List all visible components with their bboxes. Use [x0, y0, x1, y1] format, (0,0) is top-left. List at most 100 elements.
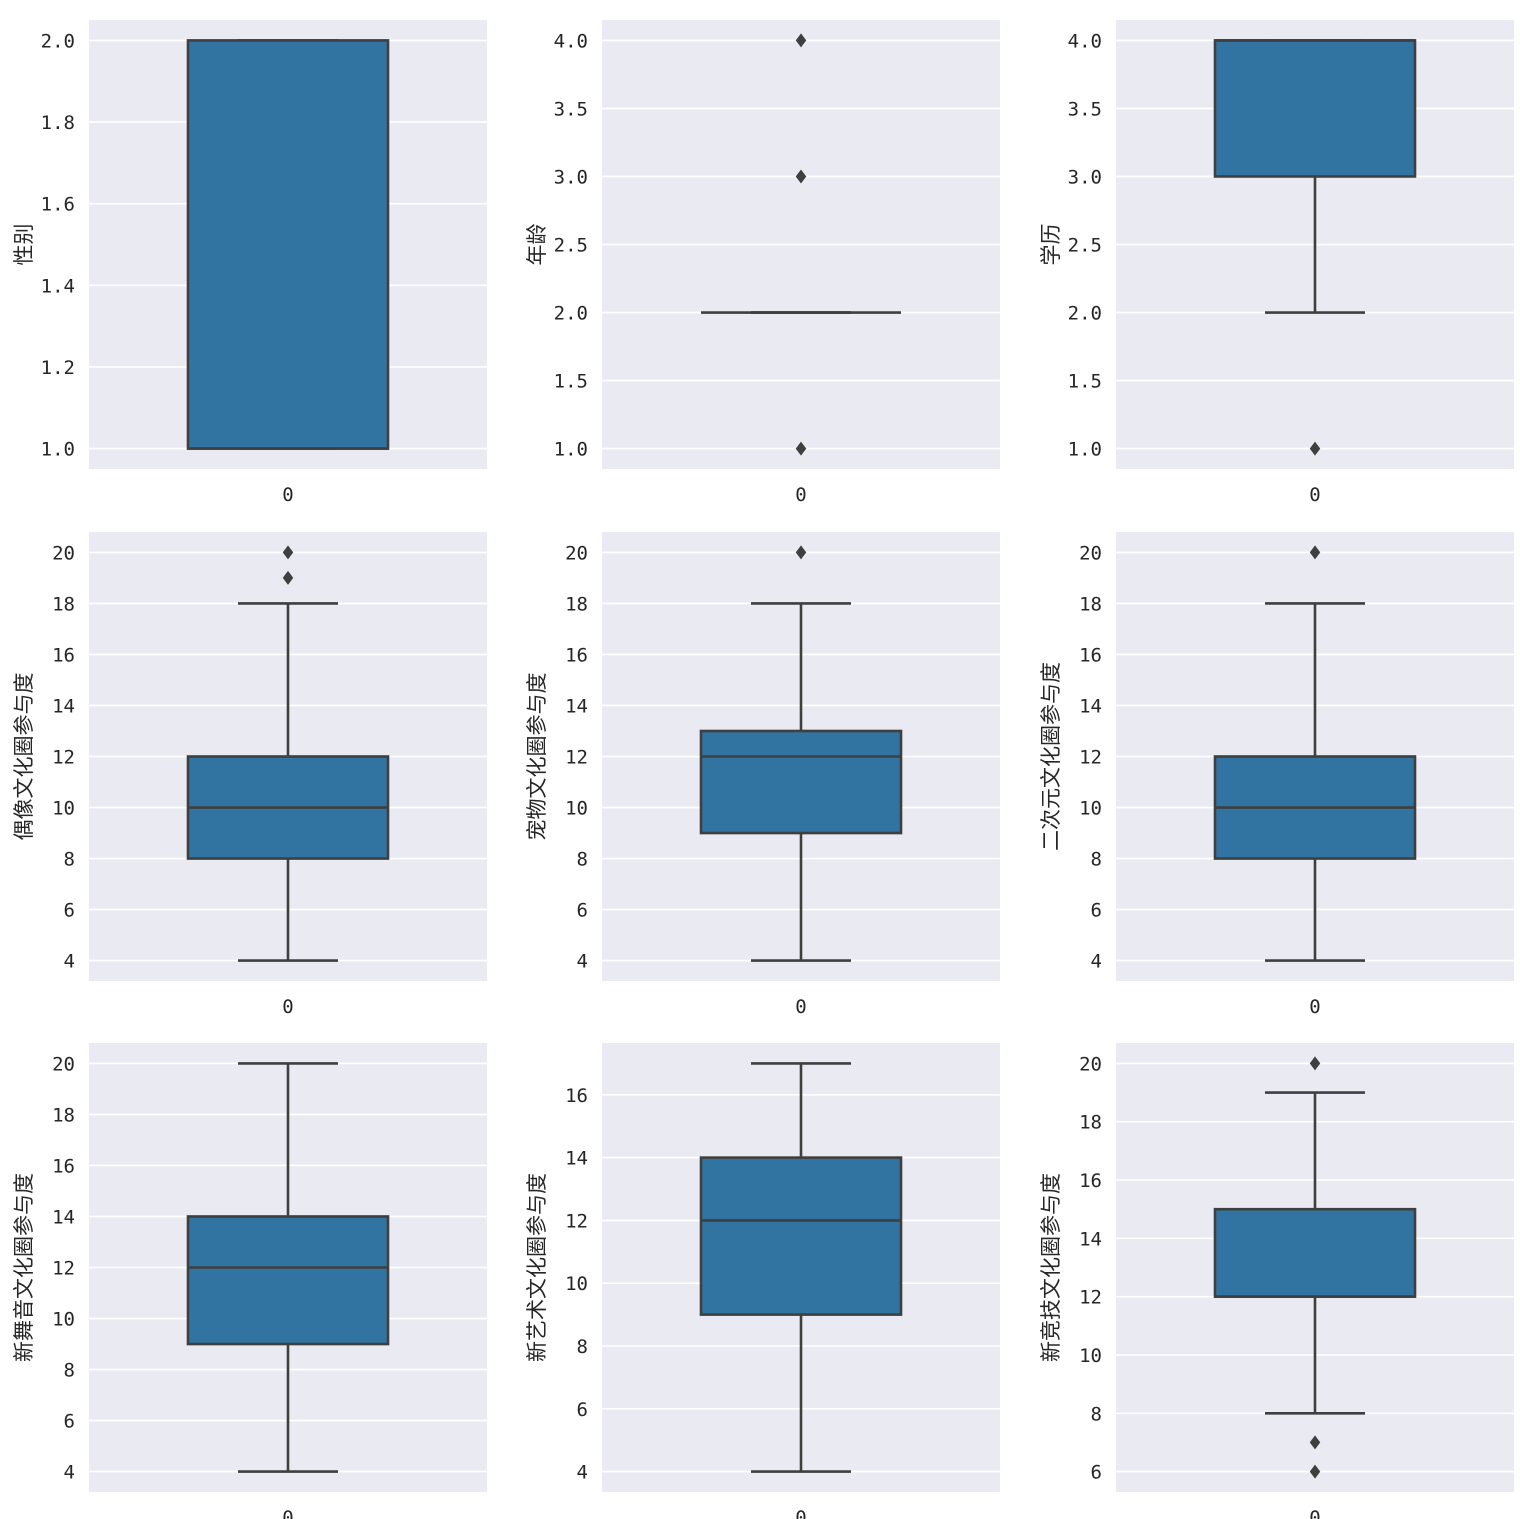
chart-panel-9: 6 8 10 12 14 16 18 20 0 新竞技文化圈参与度 — [1039, 1043, 1514, 1519]
y-tick-label: 6 — [577, 1399, 588, 1421]
chart-panel-8: 4 6 8 10 12 14 16 0 新艺术文化圈参与度 — [525, 1043, 1000, 1519]
y-tick-label: 14 — [52, 695, 75, 717]
x-tick-label: 0 — [282, 484, 293, 506]
y-tick-label: 20 — [1079, 1053, 1102, 1075]
y-tick-label: 8 — [577, 849, 588, 871]
y-tick-label: 3.5 — [1068, 98, 1102, 120]
y-tick-label: 1.2 — [41, 357, 75, 379]
y-tick-label: 6 — [577, 900, 588, 922]
y-axis-label: 宠物文化圈参与度 — [525, 673, 549, 841]
outlier-point — [1309, 1056, 1321, 1071]
outlier-point — [1309, 441, 1321, 456]
y-tick-label: 14 — [565, 695, 588, 717]
y-tick-label: 10 — [1079, 1345, 1102, 1367]
y-tick-label: 1.5 — [554, 371, 588, 393]
outlier-point — [1309, 545, 1321, 560]
y-tick-label: 4.0 — [554, 30, 588, 52]
y-axis-label: 性别 — [12, 224, 36, 266]
y-tick-label: 2.5 — [1068, 235, 1102, 257]
y-tick-label: 4 — [577, 951, 588, 973]
x-tick-label: 0 — [795, 1507, 806, 1519]
y-axis-label: 年龄 — [525, 224, 549, 266]
y-tick-label: 14 — [1079, 695, 1102, 717]
y-tick-label: 12 — [1079, 1287, 1102, 1309]
x-tick-label: 0 — [795, 484, 806, 506]
x-tick-label: 0 — [282, 996, 293, 1018]
y-tick-label: 12 — [565, 1210, 588, 1232]
y-tick-label: 16 — [52, 644, 75, 666]
chart-panel-2: 1.0 1.5 2.0 2.5 3.0 3.5 4.0 0 年龄 — [525, 20, 1000, 506]
y-tick-label: 20 — [52, 542, 75, 564]
y-tick-label: 20 — [52, 1053, 75, 1075]
y-tick-label: 6 — [1091, 900, 1102, 922]
x-tick-label: 0 — [795, 996, 806, 1018]
y-tick-label: 14 — [1079, 1228, 1102, 1250]
y-tick-label: 20 — [565, 542, 588, 564]
y-tick-label: 18 — [52, 593, 75, 615]
y-tick-label: 6 — [64, 1411, 75, 1433]
y-tick-label: 8 — [64, 849, 75, 871]
y-tick-label: 18 — [52, 1104, 75, 1126]
x-tick-label: 0 — [1309, 1507, 1320, 1519]
y-tick-label: 2.5 — [554, 235, 588, 257]
y-tick-label: 14 — [565, 1148, 588, 1170]
outlier-point — [795, 33, 807, 48]
x-tick-label: 0 — [1309, 996, 1320, 1018]
chart-panel-6: 4 6 8 10 12 14 16 18 20 0 二次元文化圈参与度 — [1039, 532, 1514, 1018]
y-axis-label: 偶像文化圈参与度 — [12, 673, 36, 841]
y-tick-label: 1.5 — [1068, 371, 1102, 393]
y-tick-label: 16 — [1079, 644, 1102, 666]
outlier-point — [795, 441, 807, 456]
y-tick-label: 18 — [1079, 1112, 1102, 1134]
box-iqr — [1213, 39, 1417, 178]
outlier-point — [795, 169, 807, 184]
y-tick-label: 2.0 — [41, 30, 75, 52]
box-iqr — [186, 39, 390, 450]
y-tick-label: 10 — [565, 1273, 588, 1295]
y-tick-label: 16 — [565, 644, 588, 666]
outlier-point — [282, 570, 294, 585]
chart-panel-1: 1.0 1.2 1.4 1.6 1.8 2.0 0 性别 — [12, 20, 487, 506]
chart-panel-5: 4 6 8 10 12 14 16 18 20 0 宠物文化圈参与度 — [525, 532, 1000, 1018]
y-tick-label: 1.4 — [41, 275, 75, 297]
y-tick-label: 14 — [52, 1206, 75, 1228]
y-tick-label: 4 — [64, 1462, 75, 1484]
x-tick-label: 0 — [282, 1507, 293, 1519]
y-tick-label: 4 — [1091, 951, 1102, 973]
y-tick-label: 16 — [52, 1155, 75, 1177]
box-iqr — [1213, 1207, 1417, 1298]
y-tick-label: 1.8 — [41, 112, 75, 134]
y-tick-label: 10 — [565, 798, 588, 820]
outlier-point — [795, 545, 807, 560]
y-tick-label: 10 — [52, 1309, 75, 1331]
x-tick-label: 0 — [1309, 484, 1320, 506]
outlier-point — [1309, 1435, 1321, 1450]
box-iqr — [699, 1156, 903, 1316]
y-tick-label: 20 — [1079, 542, 1102, 564]
chart-panel-3: 1.0 1.5 2.0 2.5 3.0 3.5 4.0 0 学历 — [1039, 20, 1514, 506]
y-tick-label: 4.0 — [1068, 30, 1102, 52]
chart-panel-4: 4 6 8 10 12 14 16 18 20 0 偶像文化圈参与度 — [12, 532, 487, 1018]
outlier-point — [1309, 1464, 1321, 1479]
y-tick-label: 12 — [1079, 747, 1102, 769]
outlier-point — [282, 545, 294, 560]
y-tick-label: 2.0 — [554, 303, 588, 325]
y-tick-label: 18 — [565, 593, 588, 615]
y-tick-label: 6 — [64, 900, 75, 922]
y-tick-label: 8 — [577, 1336, 588, 1358]
y-tick-label: 10 — [1079, 798, 1102, 820]
y-tick-label: 12 — [52, 1258, 75, 1280]
y-tick-label: 4 — [64, 951, 75, 973]
y-axis-label: 二次元文化圈参与度 — [1039, 662, 1063, 851]
y-tick-label: 18 — [1079, 593, 1102, 615]
y-axis-label: 新竞技文化圈参与度 — [1039, 1173, 1063, 1362]
y-tick-label: 3.0 — [1068, 166, 1102, 188]
y-tick-label: 8 — [1091, 849, 1102, 871]
y-tick-label: 16 — [565, 1085, 588, 1107]
y-tick-label: 8 — [1091, 1403, 1102, 1425]
y-tick-label: 6 — [1091, 1462, 1102, 1484]
y-tick-label: 1.0 — [554, 439, 588, 461]
chart-panel-7: 4 6 8 10 12 14 16 18 20 0 新舞音文化圈参与度 — [12, 1043, 487, 1519]
y-tick-label: 3.5 — [554, 98, 588, 120]
